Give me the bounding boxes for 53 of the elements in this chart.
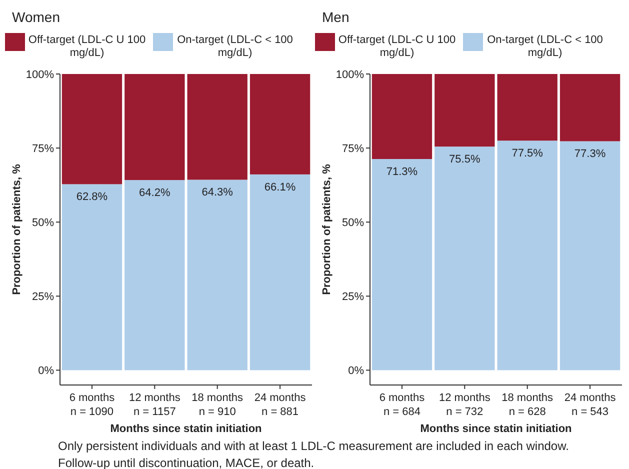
text: Only persistent individuals and with at least 1 LDL-C measurement are included in each window.	[58, 439, 569, 453]
x-tick-label: 24 months n = 543	[564, 392, 616, 418]
y-axis-title: Proportion of patients, %	[11, 164, 23, 295]
legend-label: Off-target (LDL-C U 100 mg/dL)	[28, 34, 146, 59]
data-label: 71.3%	[386, 166, 418, 178]
y-tick-label: 0%	[348, 365, 364, 378]
bar	[250, 74, 310, 174]
x-axis-title: Months since statin initiation	[110, 423, 262, 435]
bar	[497, 74, 558, 141]
x-axis-title: Months since statin initiation	[420, 423, 572, 435]
data-label: 64.2%	[139, 187, 170, 200]
data-label: 77.3%	[574, 148, 606, 160]
y-tick-label: 50%	[32, 216, 54, 229]
y-tick-label: 100%	[26, 68, 54, 81]
legend-label: On-target (LDL-C < 100 mg/dL)	[177, 34, 293, 59]
x-tick-label: 18 months n = 628	[502, 392, 554, 418]
x-tick-label: 24 months n = 881	[254, 392, 306, 418]
y-tick-label: 75%	[342, 142, 364, 155]
data-label: 62.8%	[76, 191, 108, 204]
legend-label: On-target (LDL-C < 100 mg/dL)	[487, 34, 603, 59]
bar	[187, 74, 248, 180]
data-label: 64.3%	[202, 186, 234, 199]
bar	[497, 140, 558, 370]
bar	[250, 174, 310, 370]
bar	[560, 141, 620, 370]
data-label: 75.5%	[449, 154, 480, 166]
bar	[62, 74, 122, 184]
bar	[124, 74, 185, 180]
x-tick-label: 12 months n = 732	[438, 392, 491, 418]
bar	[560, 74, 620, 142]
legend-label: Off-target (LDL-C U 100 mg/dL)	[338, 34, 456, 59]
y-axis-title: Proportion of patients, %	[321, 164, 333, 295]
y-tick-label: 100%	[336, 68, 364, 81]
bar	[434, 146, 495, 370]
bar	[124, 180, 185, 370]
x-tick-label: 6 months n = 684	[379, 392, 426, 418]
bar	[372, 74, 432, 160]
bar	[434, 74, 495, 147]
chart-title: Women	[12, 9, 60, 25]
y-tick-label: 75%	[32, 142, 54, 155]
data-label: 66.1%	[264, 181, 296, 194]
x-tick-label: 18 months n = 910	[192, 392, 244, 418]
y-tick-label: 0%	[38, 365, 54, 378]
chart-title: Men	[322, 9, 350, 25]
data-label: 77.5%	[512, 148, 544, 160]
x-tick-label: 12 months n = 1157	[128, 392, 181, 418]
bar	[62, 184, 122, 370]
bar	[187, 180, 248, 370]
bar	[372, 159, 432, 370]
y-tick-label: 25%	[32, 290, 54, 303]
y-tick-label: 50%	[342, 216, 364, 229]
y-tick-label: 25%	[342, 290, 364, 303]
x-tick-label: 6 months n = 1090	[69, 392, 116, 418]
